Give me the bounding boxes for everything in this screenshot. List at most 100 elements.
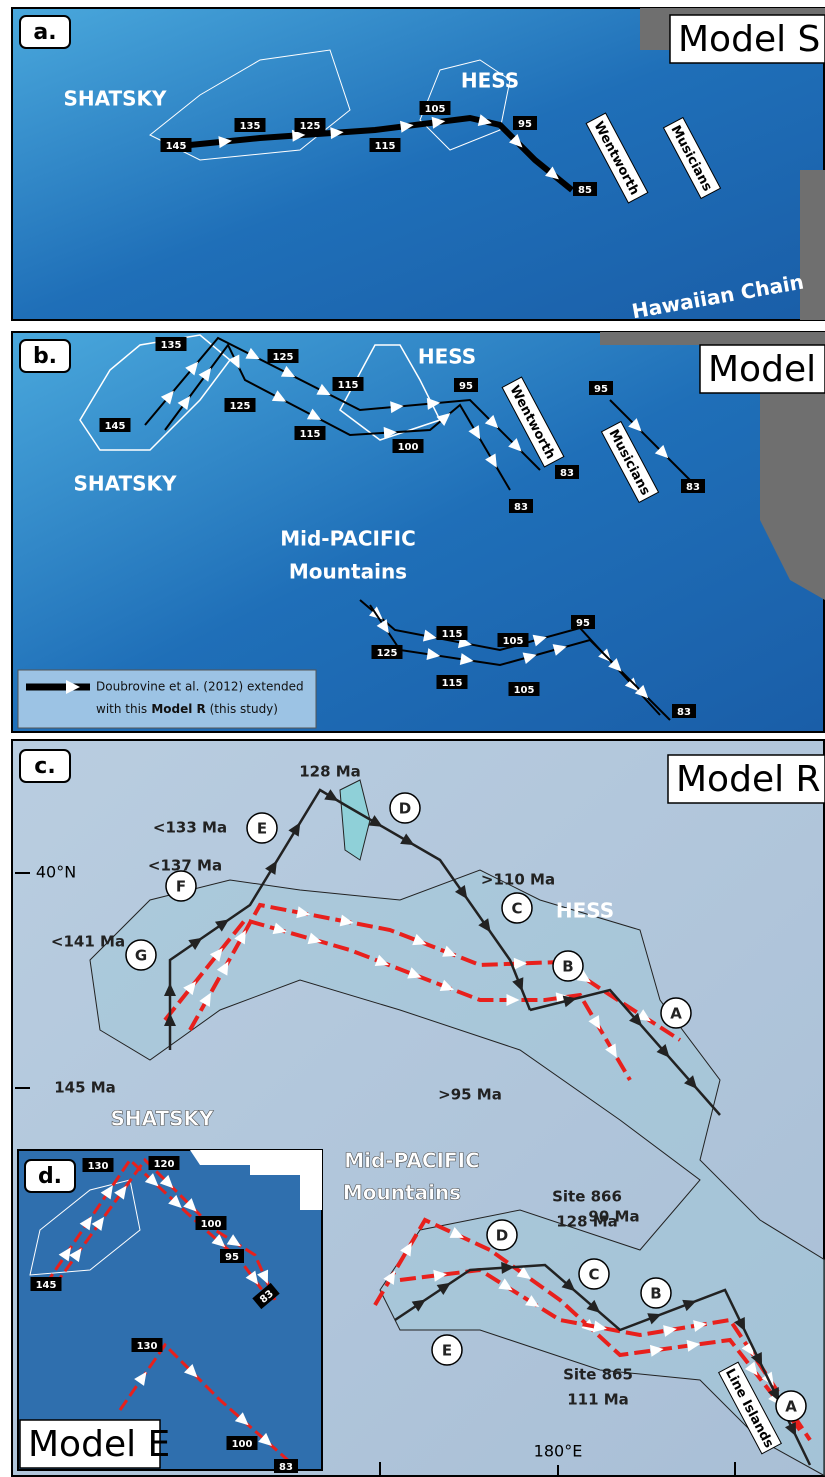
label: <141 Ma — [51, 933, 125, 951]
age-text: 105 — [503, 636, 524, 647]
age-text: 135 — [161, 340, 182, 351]
age-label: 125 — [225, 398, 256, 412]
age-label: 95 — [571, 615, 595, 629]
legend-text-part: with this — [96, 702, 147, 716]
age-text: 83 — [279, 1462, 293, 1473]
figure: a.Model SSHATSKYHESSWentworthMusiciansHa… — [0, 0, 825, 1477]
age-label: 125 — [295, 118, 326, 132]
label: HESS — [461, 69, 519, 93]
label: Site 866 — [552, 1188, 622, 1206]
age-label: 145 — [100, 418, 131, 432]
age-label: 105 — [420, 101, 451, 115]
label: Mid-PACIFIC — [344, 1149, 480, 1173]
age-text: 105 — [425, 104, 446, 115]
age-text: 130 — [137, 1341, 158, 1352]
panel-label: d. — [38, 1164, 62, 1189]
legend-text-part: Model R — [147, 702, 206, 716]
age-label: 83 — [681, 479, 705, 493]
age-label: 115 — [295, 426, 326, 440]
label: <133 Ma — [153, 819, 227, 837]
age-text: 125 — [300, 121, 321, 132]
age-text: 83 — [560, 468, 574, 479]
age-text: 100 — [201, 1219, 222, 1230]
label: C — [588, 1266, 599, 1284]
age-text: 83 — [686, 482, 700, 493]
age-label: 100 — [393, 439, 424, 453]
age-label: 125 — [372, 645, 403, 659]
age-text: 100 — [232, 1439, 253, 1450]
legend-text-part: (this study) — [206, 702, 278, 716]
age-label: 135 — [235, 118, 266, 132]
age-text: 105 — [514, 685, 535, 696]
age-label: 95 — [220, 1249, 244, 1263]
label: SHATSKY — [110, 1107, 214, 1131]
age-text: 95 — [225, 1252, 239, 1263]
age-label: 135 — [156, 337, 187, 351]
age-label: 120 — [149, 1156, 180, 1170]
panel-label: b. — [33, 344, 57, 369]
age-text: 130 — [88, 1161, 109, 1172]
age-text: 83 — [514, 502, 528, 513]
label: Mountains — [343, 1181, 461, 1205]
label: B — [562, 958, 573, 976]
age-text: 95 — [576, 618, 590, 629]
label: Model R — [676, 759, 821, 800]
label: SHATSKY — [63, 87, 167, 111]
label: B — [650, 1285, 661, 1303]
age-text: 95 — [459, 381, 473, 392]
label: Model R — [708, 349, 825, 390]
age-label: 145 — [161, 138, 192, 152]
age-text: 95 — [518, 119, 532, 130]
label: 128 Ma — [299, 763, 361, 781]
label: Model S — [678, 19, 820, 60]
age-label: 85 — [573, 182, 597, 196]
label: >110 Ma — [481, 871, 555, 889]
age-label: 95 — [513, 116, 537, 130]
label: A — [670, 1005, 682, 1023]
label: SHATSKY — [73, 472, 177, 496]
label: HESS — [418, 345, 476, 369]
label: D — [399, 800, 411, 818]
label: C — [511, 900, 522, 918]
age-label: 125 — [268, 349, 299, 363]
legend-text: with this Model R (this study) — [96, 702, 278, 716]
age-text: 85 — [578, 185, 592, 196]
age-label: 100 — [196, 1216, 227, 1230]
age-text: 115 — [338, 380, 359, 391]
age-label: 130 — [132, 1338, 163, 1352]
age-text: 83 — [677, 707, 691, 718]
age-text: 145 — [105, 421, 126, 432]
label: F — [176, 878, 186, 896]
label: Mid-PACIFIC — [280, 527, 416, 551]
label: 128 Ma — [556, 1213, 618, 1231]
panel-label: c. — [34, 754, 55, 779]
age-text: 125 — [377, 648, 398, 659]
label: Doubrovine et al. (2012) extended — [96, 680, 304, 694]
panel-label: a. — [33, 20, 56, 45]
age-text: 125 — [273, 352, 294, 363]
label: E — [442, 1342, 452, 1360]
label: Model E — [28, 1424, 170, 1465]
age-label: 95 — [454, 378, 478, 392]
label: 40°N — [36, 863, 76, 882]
age-label: 83 — [274, 1459, 298, 1473]
label: 145 Ma — [54, 1079, 116, 1097]
age-text: 115 — [442, 629, 463, 640]
age-label: 115 — [437, 675, 468, 689]
label: 111 Ma — [567, 1391, 629, 1409]
age-text: 115 — [375, 141, 396, 152]
age-label: 83 — [509, 499, 533, 513]
label: E — [257, 820, 267, 838]
label: A — [785, 1398, 797, 1416]
age-label: 115 — [333, 377, 364, 391]
age-text: 100 — [398, 442, 419, 453]
label: Mountains — [289, 560, 407, 584]
label: D — [496, 1227, 508, 1245]
age-label: 83 — [672, 704, 696, 718]
age-text: 115 — [300, 429, 321, 440]
age-text: 120 — [154, 1159, 175, 1170]
age-label: 105 — [509, 682, 540, 696]
label: Site 865 — [563, 1366, 633, 1384]
age-text: 135 — [240, 121, 261, 132]
age-label: 83 — [555, 465, 579, 479]
